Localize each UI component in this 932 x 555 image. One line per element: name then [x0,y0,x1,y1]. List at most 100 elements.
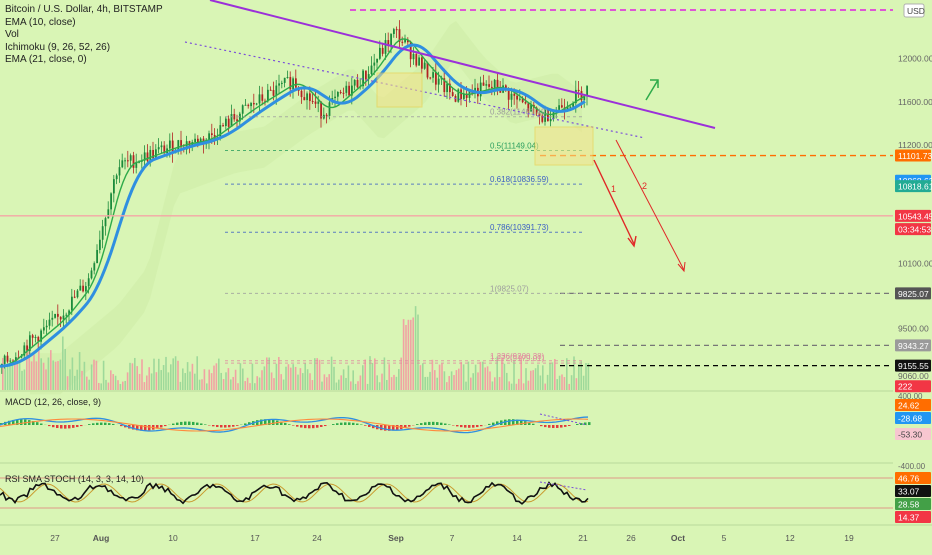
volume-bar [280,374,282,390]
macd-histogram-bar [20,419,23,425]
price-tick-label: 12000.00 [898,54,932,64]
macd-histogram-bar [96,423,99,425]
macd-histogram-bar [288,424,291,425]
macd-histogram-bar [76,425,79,427]
macd-histogram-bar [196,423,199,425]
volume-bar [350,381,352,390]
stoch-label[interactable]: RSI SMA STOCH (14, 3, 3, 14, 10) [5,474,144,484]
volume-bar [492,381,494,390]
candle-body [278,83,280,85]
indicator-ichimoku[interactable]: Ichimoku (9, 26, 52, 26) [5,42,163,55]
volume-bar [40,358,42,390]
time-tick-label: 24 [312,533,322,543]
macd-histogram-bar [480,425,483,426]
volume-bar [326,377,328,390]
candle-body [485,84,487,86]
wave-label-2: 2 [642,181,647,191]
volume-bar [19,362,21,390]
candle-body [511,94,513,100]
indicator-ema10[interactable]: EMA (10, close) [5,17,163,30]
candle-body [312,101,314,102]
candle-body [194,139,196,142]
volume-bar [247,378,249,390]
volume-bar [240,363,242,390]
macd-histogram-bar [228,425,231,427]
candle-body [376,59,378,63]
time-tick-label: 21 [578,533,588,543]
indicator-vol[interactable]: Vol [5,29,163,42]
fib-level-label: 0.5(11149.04) [490,141,539,150]
volume-bar [405,325,407,390]
candle-body [508,90,510,100]
macd-histogram-bar [436,422,439,425]
macd-histogram-bar [164,425,167,426]
time-tick-label: Oct [671,533,685,543]
volume-bar [321,382,323,390]
candle-body [390,34,392,46]
volume-bar [556,379,558,390]
volume-bar [552,362,554,390]
volume-bar [278,357,280,390]
candle-body [4,356,6,364]
volume-bar [127,372,129,390]
volume-bar [165,357,167,390]
macd-histogram-bar [444,424,447,425]
volume-bar [372,363,374,390]
candle-body [169,141,171,149]
volume-bar [14,363,16,390]
volume-bar [268,358,270,390]
volume-bar [141,359,143,390]
time-tick-label: 17 [250,533,260,543]
macd-histogram-bar [40,424,43,425]
volume-bar [180,382,182,390]
candle-body [320,102,322,119]
macd-histogram-bar [440,423,443,425]
volume-bar [230,379,232,390]
macd-histogram-bar [556,425,559,428]
candle-body [429,78,431,79]
volume-bar [100,383,102,390]
volume-bar [139,374,141,390]
indicator-ema21[interactable]: EMA (21, close, 0) [5,54,163,67]
macd-histogram-bar [160,425,163,427]
macd-histogram-bar [424,422,427,425]
candle-body [494,80,496,88]
candle-body [9,361,11,362]
macd-histogram-bar [420,423,423,425]
volume-bar [328,374,330,390]
candle-body [396,29,398,30]
volume-bar [415,306,417,390]
macd-histogram-bar [564,425,567,427]
price-label: 9155.55 [898,361,929,371]
volume-bar [376,375,378,390]
candle-body [161,145,163,147]
volume-bar [235,370,237,390]
volume-bar [386,380,388,390]
volume-bar [504,364,506,390]
volume-bar [384,357,386,390]
volume-bar [213,366,215,390]
volume-bar [528,381,530,390]
macd-histogram-bar [568,425,571,426]
volume-bar [432,360,434,390]
volume-bar [103,361,105,390]
volume-bar [312,380,314,390]
candle-body [245,105,247,106]
candle-body [107,209,109,218]
price-tick-label: 9500.00 [898,323,929,333]
candle-body [35,337,37,338]
macd-histogram-bar [396,425,399,430]
volume-bar [499,377,501,390]
macd-label[interactable]: MACD (12, 26, close, 9) [5,397,101,407]
macd-histogram-bar [148,425,151,430]
volume-bar [468,362,470,390]
volume-bar [309,373,311,390]
volume-bar [381,374,383,390]
macd-histogram-bar [104,423,107,425]
candle-body [261,94,263,100]
volume-bar [187,362,189,390]
volume-bar [244,381,246,390]
candle-body [158,147,160,149]
